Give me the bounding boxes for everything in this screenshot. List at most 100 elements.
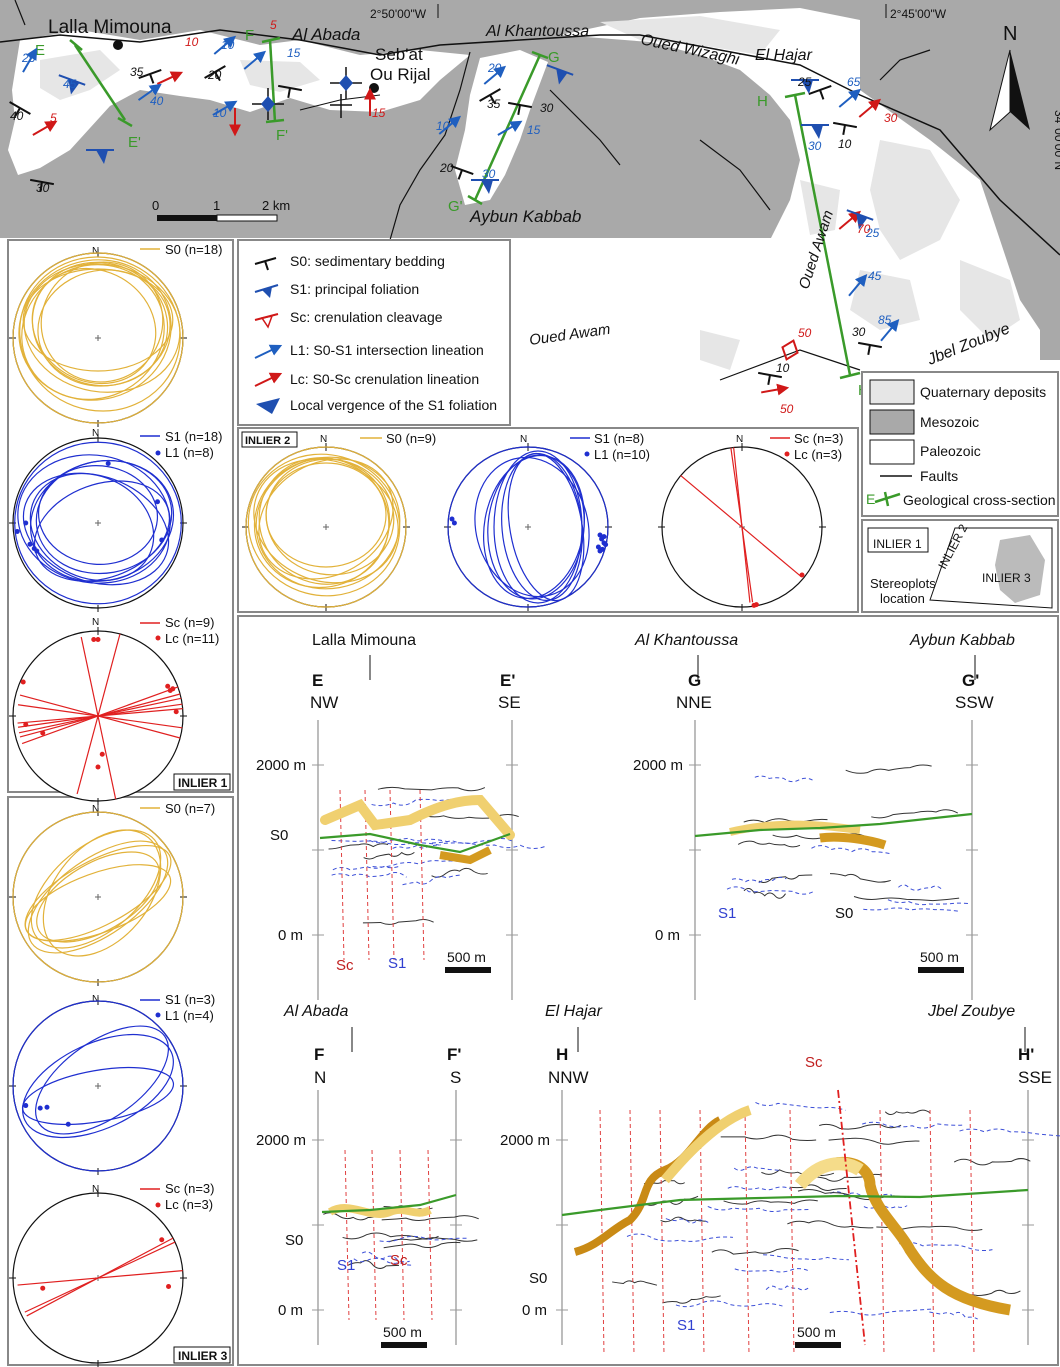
dip-label: 15: [372, 106, 386, 120]
dip-label: 50: [798, 326, 812, 340]
great-circle: [265, 462, 387, 568]
s1-trace: [392, 844, 441, 849]
great-circle: [33, 480, 171, 582]
sections-panel: [237, 615, 1059, 1366]
inlier2-lc-label: Lc (n=3): [794, 447, 842, 462]
dip-label: 5: [50, 111, 57, 125]
structural-symbol: [546, 64, 574, 85]
sc-trace: [371, 1149, 377, 1321]
svg-text:Jbel Zoubye: Jbel Zoubye: [927, 1003, 1015, 1020]
section-label: S1: [337, 1257, 355, 1274]
inlier1-sc-label: Sc (n=9): [165, 615, 215, 630]
place-oued-awam-2: Oued Awam: [528, 321, 611, 349]
svg-text:2 km: 2 km: [262, 198, 290, 213]
legend-item: Local vergence of the S1 foliation: [290, 397, 497, 413]
structural-symbol: [758, 371, 782, 386]
pole-point: [65, 1121, 71, 1127]
svg-text:H: H: [757, 93, 768, 110]
great-circle: [474, 456, 590, 598]
s0-trace: [612, 1280, 658, 1286]
structural-symbol: [213, 35, 237, 55]
section-scale-label: 500 m: [797, 1324, 836, 1340]
great-circle: [80, 636, 117, 800]
pole-point: [159, 537, 165, 543]
structural-symbol: [801, 124, 829, 139]
svg-text:S: S: [450, 1068, 461, 1087]
inlier2-l1-label: L1 (n=10): [594, 447, 650, 462]
svg-text:E: E: [312, 671, 323, 690]
s0-trace: [845, 764, 932, 774]
inlier2-s1-label: S1 (n=8): [594, 431, 644, 446]
place-al-abada: Al Abada: [291, 25, 360, 44]
s0-trace: [789, 1184, 847, 1191]
great-circle: [37, 465, 159, 565]
svg-text:Al Abada: Al Abada: [283, 1003, 348, 1020]
svg-text:N: N: [92, 804, 99, 815]
dip-label: 85: [878, 313, 892, 327]
svg-text:SSW: SSW: [955, 693, 994, 712]
s1-trace: [361, 1251, 410, 1263]
great-circle: [680, 475, 801, 577]
s0-trace: [819, 1123, 902, 1130]
great-circle: [17, 454, 171, 584]
great-circle: [258, 457, 390, 585]
great-circle: [27, 840, 169, 954]
s0-trace: [362, 918, 434, 925]
svg-text:Faults: Faults: [920, 468, 958, 484]
svg-text:INLIER 1: INLIER 1: [873, 537, 922, 551]
inlier1-s0-stereonet: [9, 249, 187, 427]
topography: [561, 1188, 1029, 1217]
structural-symbol: [791, 79, 819, 94]
pole-point: [95, 764, 101, 770]
dip-label: 50: [780, 402, 794, 416]
inlier1-lc-label: Lc (n=11): [165, 631, 219, 646]
svg-text:F': F': [276, 127, 288, 144]
great-circle: [40, 261, 164, 383]
s0-trace: [853, 896, 960, 902]
section-scale-bar: [795, 1342, 841, 1348]
legend-item: Sc: crenulation cleavage: [290, 309, 443, 325]
great-circle: [22, 1033, 174, 1139]
pole-point: [40, 730, 46, 736]
svg-text:N: N: [736, 434, 743, 445]
inlier2-s0-label: S0 (n=9): [386, 431, 436, 446]
structural-symbol: [204, 65, 226, 82]
great-circle: [21, 686, 179, 745]
inlier-1-outcrop: [8, 30, 470, 175]
pole-point: [23, 1103, 29, 1109]
sc-trace: [659, 1109, 665, 1356]
s0-trace: [720, 1134, 817, 1141]
structural-symbol: [846, 209, 874, 230]
svg-text:Stereoplots: Stereoplots: [870, 576, 936, 591]
svg-text:NNE: NNE: [676, 693, 712, 712]
great-circle: [35, 1025, 169, 1135]
great-circle: [14, 441, 182, 605]
svg-text:F: F: [245, 27, 254, 44]
section-label: Sc: [336, 957, 354, 974]
inlier1-s1-label: S1 (n=18): [165, 429, 222, 444]
svg-text:NW: NW: [310, 693, 338, 712]
dip-label: 10: [185, 35, 199, 49]
s0-trace: [381, 1215, 479, 1221]
section-f-f: 2000 m 0 m S0 S1 Sc 500 m: [256, 1090, 479, 1348]
pole-point: [37, 1105, 43, 1111]
sc-trace: [427, 1149, 433, 1321]
inlier3-label: INLIER 3: [178, 1349, 228, 1363]
sc-fault: [837, 1089, 866, 1346]
structural-symbol: [508, 101, 532, 116]
structural-symbol: [22, 47, 38, 73]
coord-lat: 34°00'00"N: [1052, 110, 1060, 170]
svg-text:Quaternary deposits: Quaternary deposits: [920, 384, 1046, 400]
s1-trace: [665, 1218, 709, 1224]
section-h-h: 2000 m 0 m S0 S1 Sc 500 m: [500, 1054, 1060, 1356]
place-sebat: Seb'at: [375, 45, 423, 64]
pole-point: [20, 679, 26, 685]
s0-trace: [418, 812, 519, 819]
s0-fold: [819, 832, 887, 850]
inlier2-sc-label: Sc (n=3): [794, 431, 844, 446]
s0-trace: [758, 874, 813, 883]
place-al-khantoussa: Al Khantoussa: [485, 23, 589, 40]
s1-trace: [733, 1166, 781, 1172]
coord-lon-2: 2°45'00"W: [890, 7, 947, 21]
